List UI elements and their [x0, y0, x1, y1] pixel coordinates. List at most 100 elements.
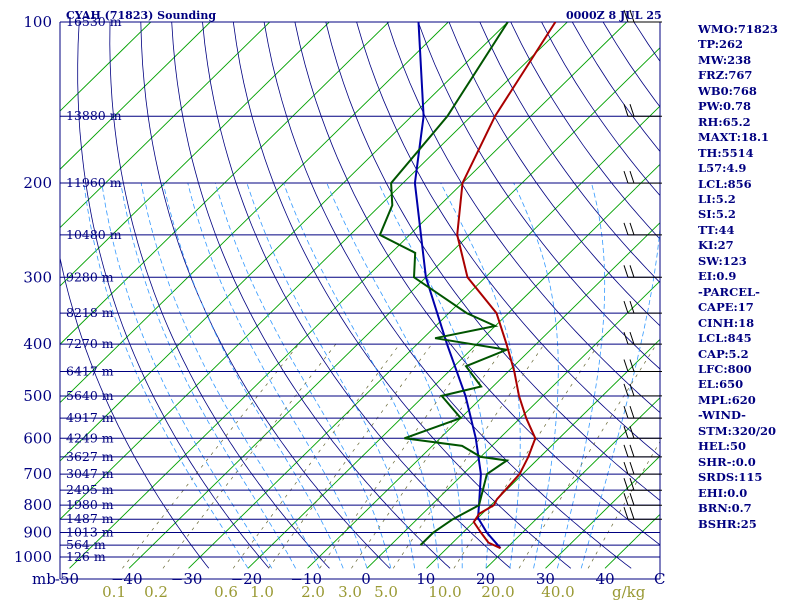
wind-barb-flag — [629, 104, 635, 117]
index-line: SHR-:0.0 — [698, 454, 756, 469]
index-line: SW:123 — [698, 253, 747, 268]
index-line: PW:0.78 — [698, 99, 752, 114]
dry-adiabat-line — [232, 22, 572, 569]
isotherm-line — [545, 455, 660, 569]
height-label: 7270 m — [66, 336, 114, 351]
height-label: 5640 m — [66, 388, 114, 403]
pressure-tick-label: 100 — [23, 13, 52, 31]
mixing-ratio-label: 20.0 — [481, 583, 514, 600]
dry-adiabat-line — [417, 22, 660, 370]
mixing-ratio-line — [268, 343, 433, 569]
wind-barb-flag — [629, 405, 635, 419]
isotherm-line — [60, 22, 568, 520]
wind-barb — [623, 405, 662, 419]
wind-barb-flag — [623, 478, 629, 491]
height-label: 13880 m — [66, 108, 122, 123]
mixing-ratio-label: 1.0 — [250, 583, 274, 600]
mixing-ratio-label: 3.0 — [338, 583, 362, 600]
pressure-tick-label: 1000 — [14, 548, 52, 566]
dry-adiabat-line — [387, 22, 660, 414]
pressure-tick-label: 900 — [23, 524, 52, 542]
wind-barb — [623, 359, 662, 372]
wind-barb — [623, 493, 662, 506]
moist-adiabat-line — [162, 183, 344, 569]
temperature-tick-label: 20 — [476, 570, 495, 588]
wind-barb-flag — [629, 170, 635, 184]
index-line: CAP:5.2 — [698, 346, 749, 361]
height-label: 2495 m — [66, 482, 114, 497]
wind-barb — [623, 461, 662, 475]
dry-adiabat-line — [356, 22, 660, 457]
isotherm-line — [60, 22, 330, 287]
temperature-tick-label: −10 — [290, 570, 322, 588]
mixing-ratio-line — [453, 343, 599, 569]
wind-barb — [623, 222, 662, 236]
wind-barb — [623, 104, 662, 117]
index-line: -PARCEL- — [698, 284, 760, 299]
temperature-tick-label: 10 — [416, 570, 435, 588]
wind-barb — [623, 300, 662, 314]
isotherm-line — [60, 22, 449, 404]
mixing-ratio-label: 2.0 — [301, 583, 325, 600]
wind-barb-flag — [629, 300, 635, 314]
mixing-ratio-label: 10.0 — [428, 583, 461, 600]
wind-barb-flag — [623, 461, 629, 475]
index-line: SI:5.2 — [698, 207, 736, 222]
wind-barb-flag — [623, 300, 629, 314]
wind-barb-flag — [629, 359, 635, 372]
height-label: 11960 m — [66, 175, 122, 190]
mixing-ratio-line — [122, 343, 300, 569]
wind-barb — [623, 478, 662, 491]
wind-barb-flag — [623, 383, 629, 397]
height-label: 1980 m — [66, 497, 114, 512]
temperature-tick-label: −40 — [111, 570, 143, 588]
temperature-tick-label: −20 — [231, 570, 263, 588]
mixing-ratio-line — [319, 343, 479, 569]
wind-barb-flag — [623, 222, 629, 236]
dry-adiabat-line — [325, 22, 660, 501]
mixing-ratio-label: 0.1 — [102, 583, 126, 600]
dry-adiabat-line — [109, 22, 330, 569]
moist-adiabat-line — [101, 183, 273, 569]
index-line: BSHR:25 — [698, 516, 757, 531]
index-line: WMO:71823 — [698, 22, 778, 36]
index-line: MW:238 — [698, 52, 752, 67]
dry-adiabat-line — [448, 22, 660, 327]
isotherm-line — [485, 397, 660, 569]
dewpoint-trace — [378, 22, 511, 546]
index-line: L57:4.9 — [698, 161, 747, 176]
wind-barb-flag — [623, 507, 629, 520]
index-line: EHI:0.0 — [698, 485, 748, 500]
wind-barb-flag — [629, 426, 635, 439]
wind-barb — [623, 507, 662, 520]
isotherm-line — [128, 47, 660, 569]
wind-barb-flag — [623, 493, 629, 506]
moist-adiabat-line — [580, 224, 660, 569]
temperature-trace — [456, 22, 557, 550]
height-label: 10480 m — [66, 227, 122, 242]
height-label: 3047 m — [66, 466, 114, 481]
wind-barb-flag — [623, 444, 629, 458]
temperature-tick-label: 40 — [596, 570, 615, 588]
wind-barb-flag — [629, 444, 635, 458]
height-label: 8218 m — [66, 305, 114, 320]
index-line: LI:5.2 — [698, 191, 736, 206]
wind-barb — [623, 331, 662, 345]
mixing-ratio-line — [232, 343, 401, 569]
wind-barb-flag — [629, 222, 635, 236]
moist-adiabat-line — [326, 182, 463, 569]
index-line: -WIND- — [698, 408, 746, 423]
wind-barb-flag — [623, 9, 629, 23]
index-line: MAXT:18.1 — [698, 130, 769, 145]
wind-barb-flag — [623, 426, 629, 439]
mixing-ratio-line — [393, 343, 545, 569]
moist-adiabat-line — [513, 182, 559, 569]
index-line: CINH:18 — [698, 315, 755, 330]
index-line: FRZ:767 — [698, 68, 753, 83]
mixing-ratio-label: 0.6 — [214, 583, 238, 600]
wind-barb-flag — [623, 265, 629, 278]
wind-barb-flag — [629, 507, 635, 520]
dry-adiabat-line — [140, 22, 391, 569]
moist-adiabat-line — [215, 182, 392, 569]
isotherm-line — [247, 163, 660, 569]
